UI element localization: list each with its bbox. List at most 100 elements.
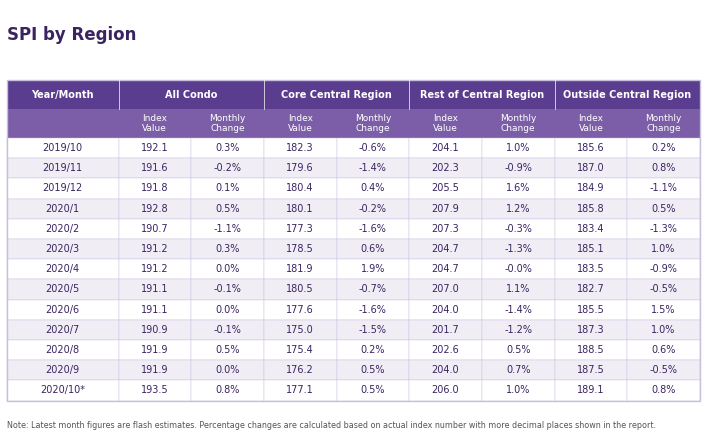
Text: 2020/2: 2020/2 xyxy=(46,224,80,234)
Text: 183.5: 183.5 xyxy=(577,264,604,274)
Text: -1.3%: -1.3% xyxy=(504,244,532,254)
Text: Monthly
Change: Monthly Change xyxy=(645,114,682,133)
Text: 181.9: 181.9 xyxy=(286,264,314,274)
Text: -0.6%: -0.6% xyxy=(359,143,387,153)
Text: -0.2%: -0.2% xyxy=(214,163,242,173)
Text: 189.1: 189.1 xyxy=(577,385,604,396)
Text: 180.4: 180.4 xyxy=(286,183,314,194)
Text: 191.2: 191.2 xyxy=(141,244,169,254)
Text: 192.1: 192.1 xyxy=(141,143,169,153)
Text: 2020/10*: 2020/10* xyxy=(40,385,86,396)
Text: 0.2%: 0.2% xyxy=(651,143,676,153)
Text: 0.0%: 0.0% xyxy=(216,264,240,274)
Text: 182.7: 182.7 xyxy=(577,284,604,295)
Text: Monthly
Change: Monthly Change xyxy=(355,114,391,133)
Text: 1.9%: 1.9% xyxy=(361,264,385,274)
Text: 2019/10: 2019/10 xyxy=(42,143,83,153)
Text: -0.9%: -0.9% xyxy=(504,163,532,173)
Text: 191.8: 191.8 xyxy=(141,183,168,194)
Text: 187.5: 187.5 xyxy=(577,365,604,375)
Text: 0.5%: 0.5% xyxy=(361,365,385,375)
Text: -1.4%: -1.4% xyxy=(359,163,387,173)
Text: 207.9: 207.9 xyxy=(432,204,460,214)
Text: -1.1%: -1.1% xyxy=(650,183,677,194)
Text: 0.0%: 0.0% xyxy=(216,365,240,375)
Text: 178.5: 178.5 xyxy=(286,244,314,254)
Text: -1.6%: -1.6% xyxy=(359,305,387,315)
Text: -0.9%: -0.9% xyxy=(650,264,677,274)
Text: 1.0%: 1.0% xyxy=(506,143,530,153)
Text: 0.5%: 0.5% xyxy=(215,345,240,355)
Text: 190.9: 190.9 xyxy=(141,325,168,335)
Text: 180.1: 180.1 xyxy=(286,204,314,214)
Text: Monthly
Change: Monthly Change xyxy=(500,114,537,133)
Text: 1.1%: 1.1% xyxy=(506,284,530,295)
Text: 204.7: 204.7 xyxy=(432,264,460,274)
Text: -0.3%: -0.3% xyxy=(504,224,532,234)
Text: 175.4: 175.4 xyxy=(286,345,314,355)
Text: 192.8: 192.8 xyxy=(141,204,169,214)
Text: 1.6%: 1.6% xyxy=(506,183,530,194)
Text: 2020/6: 2020/6 xyxy=(46,305,80,315)
Text: 2020/3: 2020/3 xyxy=(46,244,80,254)
Text: 204.7: 204.7 xyxy=(432,244,460,254)
Text: 205.5: 205.5 xyxy=(431,183,460,194)
Text: 207.3: 207.3 xyxy=(432,224,460,234)
Text: 0.4%: 0.4% xyxy=(361,183,385,194)
Text: 1.0%: 1.0% xyxy=(651,325,676,335)
Text: 1.0%: 1.0% xyxy=(506,385,530,396)
Text: -1.3%: -1.3% xyxy=(650,224,677,234)
Text: 177.6: 177.6 xyxy=(286,305,314,315)
Text: Monthly
Change: Monthly Change xyxy=(209,114,246,133)
Text: -0.1%: -0.1% xyxy=(214,325,242,335)
Text: 184.9: 184.9 xyxy=(577,183,604,194)
Text: Index
Value: Index Value xyxy=(142,114,168,133)
Text: 176.2: 176.2 xyxy=(286,365,314,375)
Text: 2020/7: 2020/7 xyxy=(46,325,80,335)
Text: 202.6: 202.6 xyxy=(432,345,460,355)
Text: 0.6%: 0.6% xyxy=(361,244,385,254)
Text: 0.8%: 0.8% xyxy=(651,385,676,396)
Text: 2019/12: 2019/12 xyxy=(42,183,83,194)
Text: 185.6: 185.6 xyxy=(577,143,604,153)
Text: 0.0%: 0.0% xyxy=(216,305,240,315)
Text: 182.3: 182.3 xyxy=(286,143,314,153)
Text: 191.2: 191.2 xyxy=(141,264,169,274)
Text: 2020/1: 2020/1 xyxy=(46,204,80,214)
Text: 179.6: 179.6 xyxy=(286,163,314,173)
Text: 202.3: 202.3 xyxy=(432,163,460,173)
Text: -1.6%: -1.6% xyxy=(359,224,387,234)
Text: -1.1%: -1.1% xyxy=(214,224,242,234)
Text: 204.1: 204.1 xyxy=(432,143,460,153)
Text: -0.5%: -0.5% xyxy=(650,365,677,375)
Text: Index
Value: Index Value xyxy=(288,114,312,133)
Text: 187.0: 187.0 xyxy=(577,163,604,173)
Text: 0.5%: 0.5% xyxy=(506,345,530,355)
Text: 183.4: 183.4 xyxy=(577,224,604,234)
Text: 2020/8: 2020/8 xyxy=(46,345,80,355)
Text: 175.0: 175.0 xyxy=(286,325,314,335)
Text: -0.5%: -0.5% xyxy=(650,284,677,295)
Text: 191.9: 191.9 xyxy=(141,345,168,355)
Text: 177.1: 177.1 xyxy=(286,385,314,396)
Text: 180.5: 180.5 xyxy=(286,284,314,295)
Text: 2020/9: 2020/9 xyxy=(46,365,80,375)
Text: 193.5: 193.5 xyxy=(141,385,169,396)
Text: 0.8%: 0.8% xyxy=(651,163,676,173)
Text: -0.7%: -0.7% xyxy=(359,284,387,295)
Text: -0.2%: -0.2% xyxy=(359,204,387,214)
Text: 191.1: 191.1 xyxy=(141,305,168,315)
Text: Core Central Region: Core Central Region xyxy=(281,89,392,100)
Text: Note: Latest month figures are flash estimates. Percentage changes are calculate: Note: Latest month figures are flash est… xyxy=(7,421,656,429)
Text: 0.3%: 0.3% xyxy=(216,244,240,254)
Text: 185.5: 185.5 xyxy=(577,305,604,315)
Text: 0.3%: 0.3% xyxy=(216,143,240,153)
Text: 188.5: 188.5 xyxy=(577,345,604,355)
Text: 0.6%: 0.6% xyxy=(651,345,676,355)
Text: Index
Value: Index Value xyxy=(433,114,458,133)
Text: SPI by Region: SPI by Region xyxy=(7,27,136,44)
Text: All Condo: All Condo xyxy=(165,89,217,100)
Text: 206.0: 206.0 xyxy=(432,385,460,396)
Text: Index
Value: Index Value xyxy=(578,114,603,133)
Text: -0.0%: -0.0% xyxy=(504,264,532,274)
